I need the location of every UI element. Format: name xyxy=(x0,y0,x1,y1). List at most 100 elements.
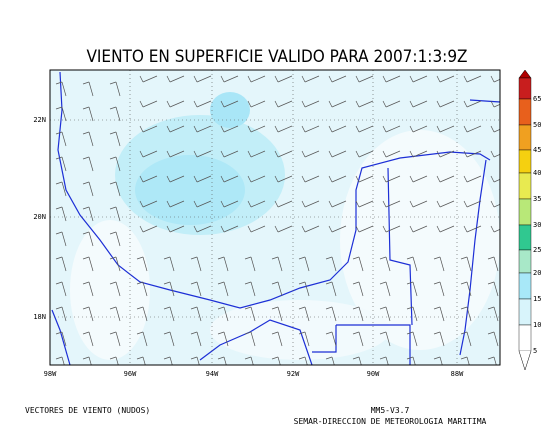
wind-barb xyxy=(433,356,443,365)
wind-barb xyxy=(409,200,428,208)
wind-barb xyxy=(247,225,266,233)
wind-barb xyxy=(55,156,67,172)
wind-barb xyxy=(301,75,320,83)
wind-barb xyxy=(406,256,418,272)
wind-barb xyxy=(463,175,482,183)
wind-barb xyxy=(109,156,121,172)
wind-barb xyxy=(190,356,200,365)
wind-barb xyxy=(409,75,428,83)
wind-barb xyxy=(274,75,293,83)
wind-barb xyxy=(217,281,229,297)
colorbar-band xyxy=(518,77,532,100)
wind-barb xyxy=(460,281,472,297)
wind-barb xyxy=(490,175,500,183)
wind-barb xyxy=(274,175,293,183)
colorbar-band xyxy=(518,98,532,126)
wind-barb xyxy=(217,256,229,272)
wind-barb xyxy=(109,256,121,272)
wind-barb xyxy=(247,75,266,83)
wind-barb xyxy=(82,106,94,122)
wind-barb xyxy=(409,125,428,133)
colorbar-top xyxy=(518,69,532,79)
wind-barb xyxy=(247,125,266,133)
wind-barb xyxy=(139,100,158,108)
wind-barb xyxy=(301,150,320,158)
wind-barb xyxy=(274,100,293,108)
wind-barb xyxy=(463,200,482,208)
wind-barb xyxy=(193,75,212,83)
wind-barb xyxy=(82,156,94,172)
wind-barb xyxy=(193,200,212,208)
wind-barb xyxy=(193,175,212,183)
wind-barb xyxy=(82,331,94,347)
wind-barb xyxy=(109,231,121,247)
wind-barb xyxy=(382,100,401,108)
wind-barb xyxy=(109,331,121,347)
wind-barb xyxy=(382,175,401,183)
colorbar-label: 35 xyxy=(533,195,541,203)
wind-barb xyxy=(139,175,158,183)
wind-barb xyxy=(298,331,310,347)
colorbar-label: 20 xyxy=(533,269,541,277)
wind-barb xyxy=(436,125,455,133)
wind-barb xyxy=(325,281,337,297)
wind-barb xyxy=(82,206,94,222)
wind-barb xyxy=(217,331,229,347)
wind-barb xyxy=(217,306,229,322)
wind-barb xyxy=(274,200,293,208)
wind-barb xyxy=(220,150,239,158)
lat-label: 18N xyxy=(33,313,46,321)
wind-barb xyxy=(379,356,389,365)
wind-barb xyxy=(271,331,283,347)
wind-barb xyxy=(190,281,202,297)
wind-barb xyxy=(193,100,212,108)
wind-barb xyxy=(190,256,202,272)
wind-barb xyxy=(460,356,470,365)
lon-label: 92W xyxy=(287,370,300,378)
wind-barb xyxy=(460,331,472,347)
wind-barb xyxy=(163,331,175,347)
wind-barb xyxy=(463,225,482,233)
wind-barb xyxy=(301,100,320,108)
wind-barb xyxy=(301,175,320,183)
wind-barb xyxy=(379,306,391,322)
wind-barb xyxy=(463,150,482,158)
wind-barb xyxy=(166,150,185,158)
wind-barb xyxy=(109,281,121,297)
wind-barb xyxy=(109,206,121,222)
wind-barb xyxy=(406,356,416,365)
wind-barb xyxy=(406,331,418,347)
wind-barb xyxy=(352,281,364,297)
wind-barb xyxy=(55,306,67,322)
map-frame xyxy=(49,69,501,366)
wind-barb xyxy=(409,150,428,158)
wind-barb xyxy=(163,281,175,297)
wind-barb xyxy=(55,131,67,147)
wind-barb xyxy=(55,256,67,272)
wind-barb xyxy=(271,256,283,272)
wind-barb xyxy=(55,81,67,97)
wind-barb xyxy=(166,175,185,183)
wind-barb xyxy=(487,281,499,297)
wind-barb xyxy=(355,175,374,183)
wind-barb xyxy=(136,331,148,347)
wind-barb xyxy=(409,225,428,233)
wind-barb xyxy=(490,150,500,158)
wind-barb xyxy=(379,281,391,297)
colorbar-label: 65 xyxy=(533,95,541,103)
wind-barb xyxy=(463,75,482,83)
wind-barb xyxy=(163,256,175,272)
wind-barb xyxy=(55,206,67,222)
colorbar-band xyxy=(518,224,532,251)
wind-barb xyxy=(490,100,500,108)
wind-barb xyxy=(247,175,266,183)
wind-barb xyxy=(217,356,227,365)
colorbar-label: 5 xyxy=(533,347,537,355)
colorbar-band xyxy=(518,124,532,151)
wind-barb xyxy=(463,100,482,108)
wind-barb xyxy=(352,356,362,365)
wind-barb xyxy=(382,125,401,133)
wind-barb xyxy=(55,356,65,365)
wind-barb xyxy=(220,200,239,208)
